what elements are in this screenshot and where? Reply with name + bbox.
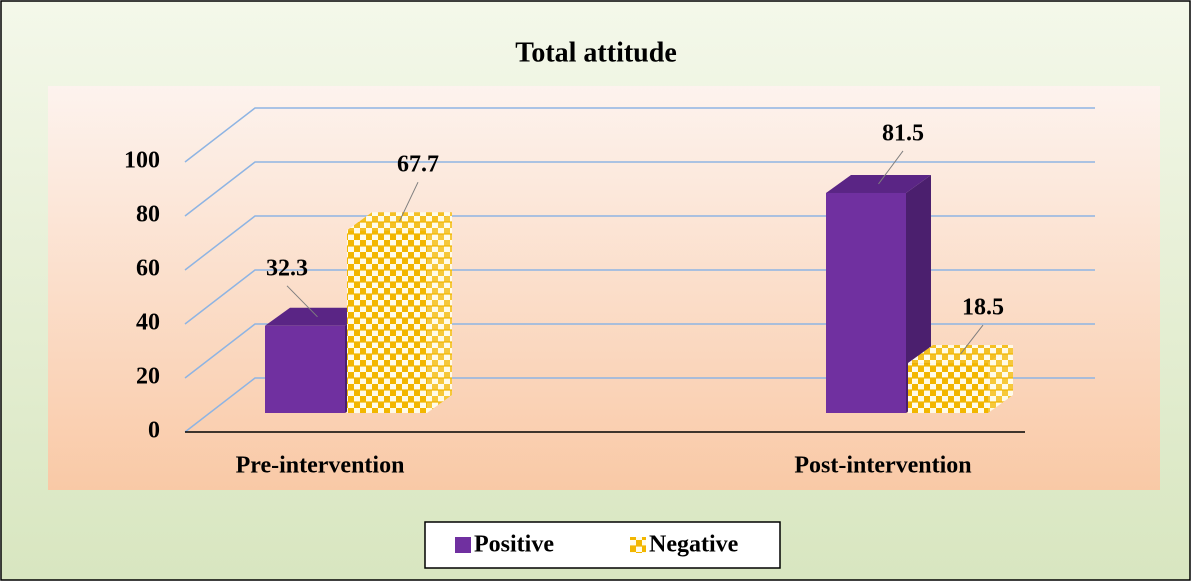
leader-line [286,285,318,318]
legend-swatch [630,537,646,553]
data-label: 32.3 [266,255,308,281]
legend [424,521,781,569]
grid-line [184,269,1095,325]
grid-line [184,107,1095,163]
x-tick-label: Post-intervention [794,453,971,479]
y-tick-label: 40 [136,310,160,336]
y-tick-label: 60 [136,256,160,282]
y-tick-label: 80 [136,202,160,228]
bar [347,230,427,413]
data-label: 81.5 [882,120,924,146]
legend-swatch [455,537,471,553]
bar [265,325,345,413]
bar-side [988,345,1013,413]
bar [826,192,906,413]
legend-label: Negative [649,532,739,558]
grid-line [184,377,1095,433]
y-tick-label: 0 [148,418,160,444]
bar-side [427,212,452,413]
leader-line [878,150,904,185]
plot-area [48,86,1160,490]
grid-line [184,215,1095,271]
data-label: 18.5 [962,295,1004,321]
leader-line [960,324,984,355]
grid-line [184,161,1095,217]
grid-line [184,323,1095,379]
legend-label: Positive [474,532,554,558]
y-tick-label: 20 [136,364,160,390]
leader-line [399,181,419,222]
chart-title: Total attitude [515,37,677,68]
y-tick-label: 100 [124,148,160,174]
bar [908,363,988,413]
x-tick-label: Pre-intervention [236,453,405,479]
data-label: 67.7 [397,152,439,178]
